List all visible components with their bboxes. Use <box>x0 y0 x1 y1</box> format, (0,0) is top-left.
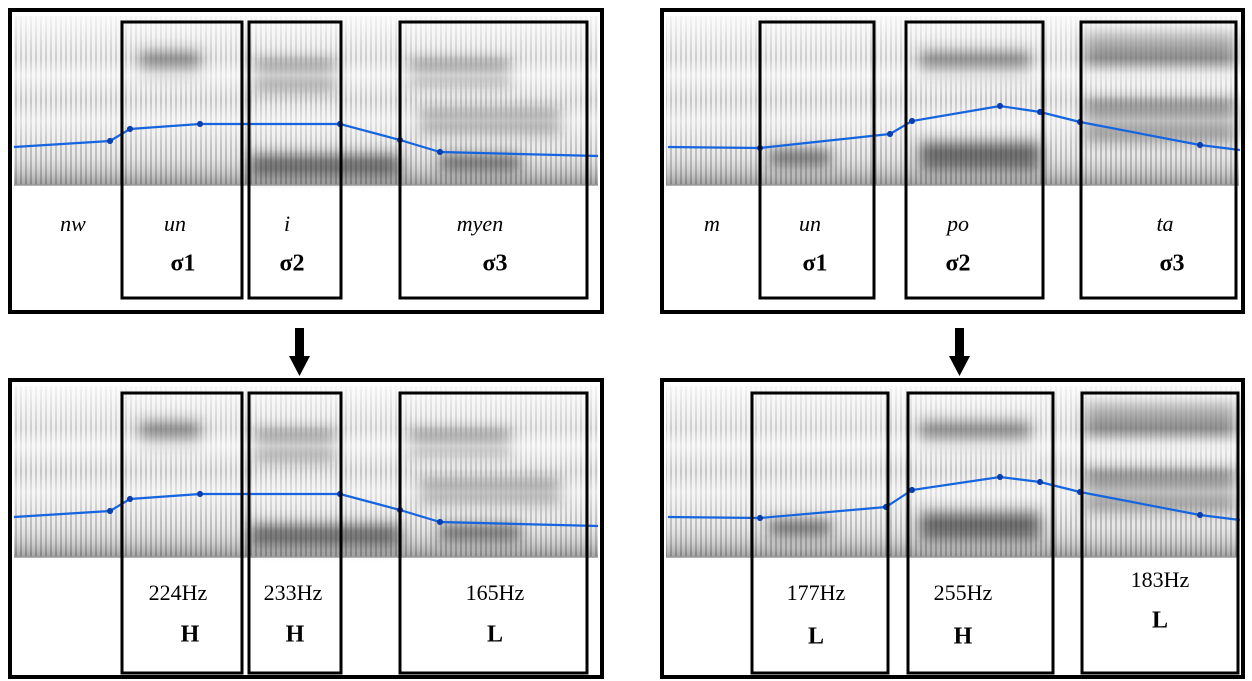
panel: 177Hz 255Hz 183Hz L H L <box>660 378 1245 679</box>
syllable-box <box>906 391 1055 675</box>
syllable-box <box>120 20 244 300</box>
spectrogram-shading <box>14 386 598 557</box>
pitch-contour <box>13 120 599 158</box>
segment-label: ta <box>1156 211 1173 236</box>
syllable-label: σ3 <box>1159 251 1184 277</box>
syllable-label: σ3 <box>482 251 507 277</box>
tone-label: H <box>954 624 973 650</box>
syllable-box <box>120 391 244 675</box>
syllable-box <box>904 20 1045 300</box>
pitch-contour <box>13 490 599 528</box>
frequency-label: 255Hz <box>934 580 993 605</box>
syllable-box <box>247 20 343 300</box>
frequency-label: 177Hz <box>787 580 846 605</box>
panel: m un po ta σ1 σ2 σ3 <box>660 8 1245 314</box>
tone-label: L <box>808 624 824 650</box>
segment-label: nw <box>60 211 86 236</box>
syllable-label: σ1 <box>170 251 195 277</box>
tone-label: L <box>1152 608 1168 634</box>
syllable-box <box>750 391 890 675</box>
syllable-box <box>1079 20 1238 300</box>
frequency-label: 233Hz <box>264 580 323 605</box>
syllable-box <box>1080 391 1240 675</box>
panel-frame <box>8 8 604 314</box>
syllable-box <box>398 391 589 675</box>
segment-label: m <box>704 211 720 236</box>
panel: nw un i myen σ1 σ2 σ3 <box>8 8 604 314</box>
panel: 224Hz 233Hz 165Hz H H L <box>8 378 604 679</box>
segment-label: po <box>945 211 969 236</box>
syllable-label: σ1 <box>802 251 827 277</box>
syllable-label: σ2 <box>945 251 970 277</box>
frequency-label: 165Hz <box>466 580 525 605</box>
spectrogram-shading <box>14 16 598 185</box>
segment-label: un <box>164 211 186 236</box>
arrows <box>289 328 970 376</box>
tone-label: L <box>487 622 503 648</box>
panel-frame <box>660 378 1245 679</box>
pitch-contour <box>667 473 1241 522</box>
segment-label: i <box>284 211 290 236</box>
pitch-contour <box>667 102 1241 152</box>
panel-frame <box>8 378 604 679</box>
tone-label: H <box>286 622 305 648</box>
spectrogram-shading <box>666 16 1239 185</box>
segment-label: myen <box>457 211 503 236</box>
panel-frame <box>660 8 1245 314</box>
syllable-box <box>247 391 343 675</box>
tone-label: H <box>181 622 200 648</box>
spectrogram-shading <box>666 386 1239 557</box>
frequency-label: 183Hz <box>1131 567 1190 592</box>
syllable-label: σ2 <box>279 251 304 277</box>
syllable-box <box>758 20 876 300</box>
syllable-box <box>398 20 589 300</box>
segment-label: un <box>799 211 821 236</box>
frequency-label: 224Hz <box>149 580 208 605</box>
